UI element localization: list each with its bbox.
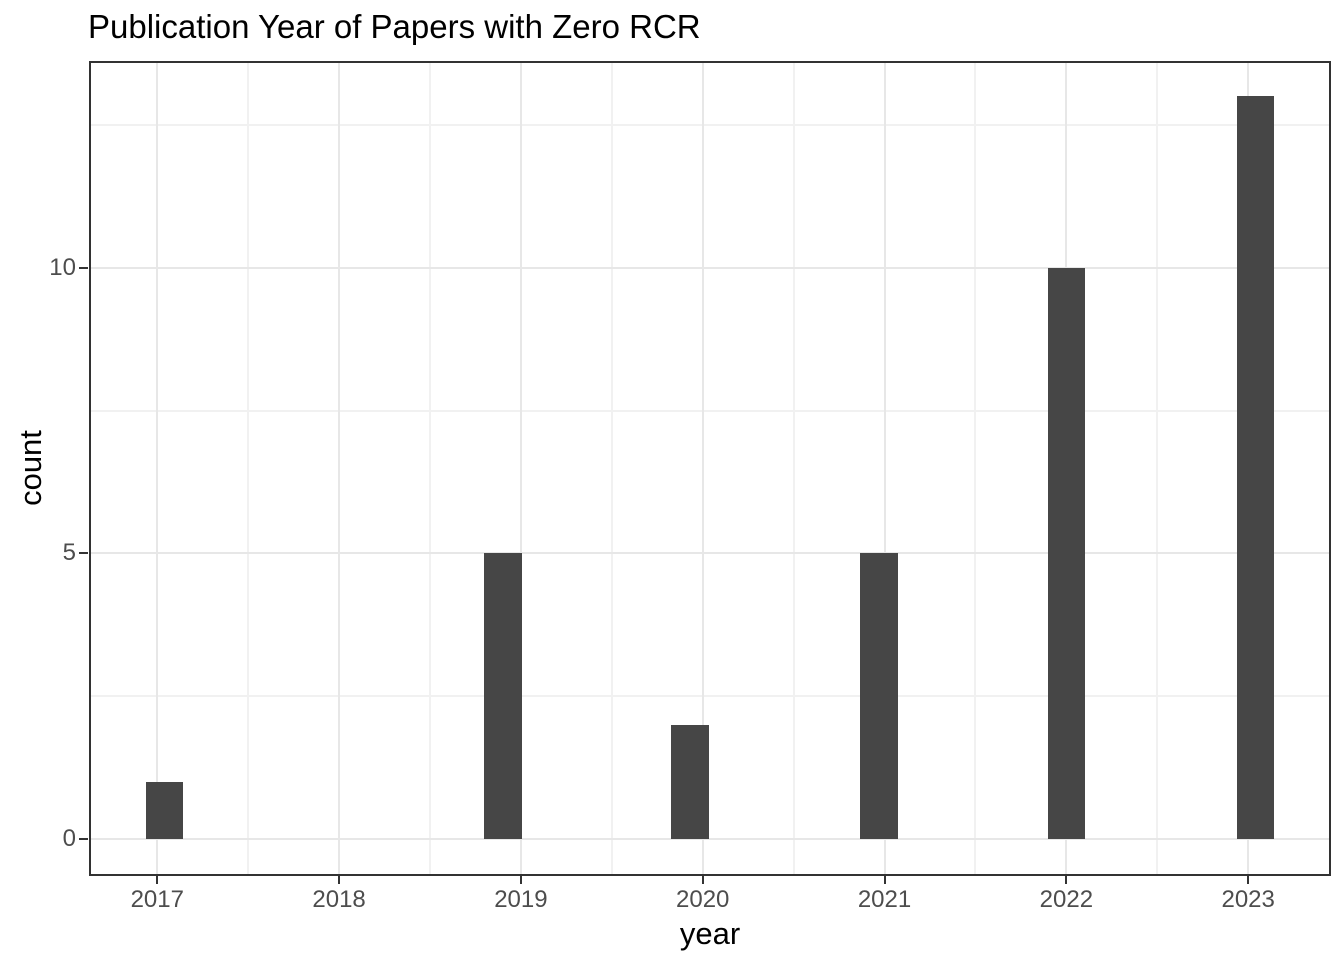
x-axis-tick [1247,876,1250,884]
x-axis-tick-label: 2020 [676,886,730,913]
bar-2019 [483,553,522,839]
x-axis-tick [156,876,159,884]
y-axis-title: count [13,430,48,506]
x-axis-tick [883,876,886,884]
y-axis-tick-label: 5 [62,539,76,567]
bar-2017 [145,781,184,839]
x-axis-tick-label: 2019 [494,886,548,913]
major-gridline-vertical [883,62,886,875]
minor-gridline-vertical [974,62,977,875]
bar-2022 [1047,267,1086,839]
minor-gridline-horizontal [90,695,1330,698]
x-axis-tick [1065,876,1068,884]
major-gridline-vertical [519,62,522,875]
x-axis-tick-label: 2017 [130,886,184,913]
major-gridline-horizontal [90,552,1330,555]
minor-gridline-vertical [792,62,795,875]
y-axis-tick [79,266,88,269]
x-axis-tick [519,876,522,884]
major-gridline-horizontal [90,838,1330,840]
major-gridline-horizontal [90,266,1330,269]
x-axis-title: year [679,916,741,951]
y-axis-tick-label: 0 [62,825,76,852]
major-gridline-vertical [156,62,159,875]
bar-2020 [671,724,709,839]
major-gridline-vertical [338,62,341,875]
minor-gridline-horizontal [90,409,1330,412]
minor-gridline-vertical [247,62,250,875]
x-axis-tick [338,876,341,884]
y-axis-tick [79,838,88,840]
x-axis-tick-label: 2023 [1221,886,1275,913]
y-axis-tick-label: 10 [49,253,76,281]
minor-gridline-horizontal [90,123,1330,126]
x-axis-tick-label: 2022 [1039,886,1094,913]
x-axis-tick-label: 2018 [312,886,366,913]
major-gridline-vertical [701,62,704,875]
bar-2021 [860,553,898,839]
minor-gridline-vertical [610,62,613,875]
minor-gridline-vertical [1156,62,1159,875]
bar-2023 [1236,96,1275,839]
y-axis-tick [79,552,88,555]
plot-title: Publication Year of Papers with Zero RCR [88,8,701,45]
panel-border [89,61,1331,876]
x-axis-tick [701,876,704,884]
minor-gridline-vertical [429,62,431,875]
x-axis-tick-label: 2021 [857,886,912,913]
